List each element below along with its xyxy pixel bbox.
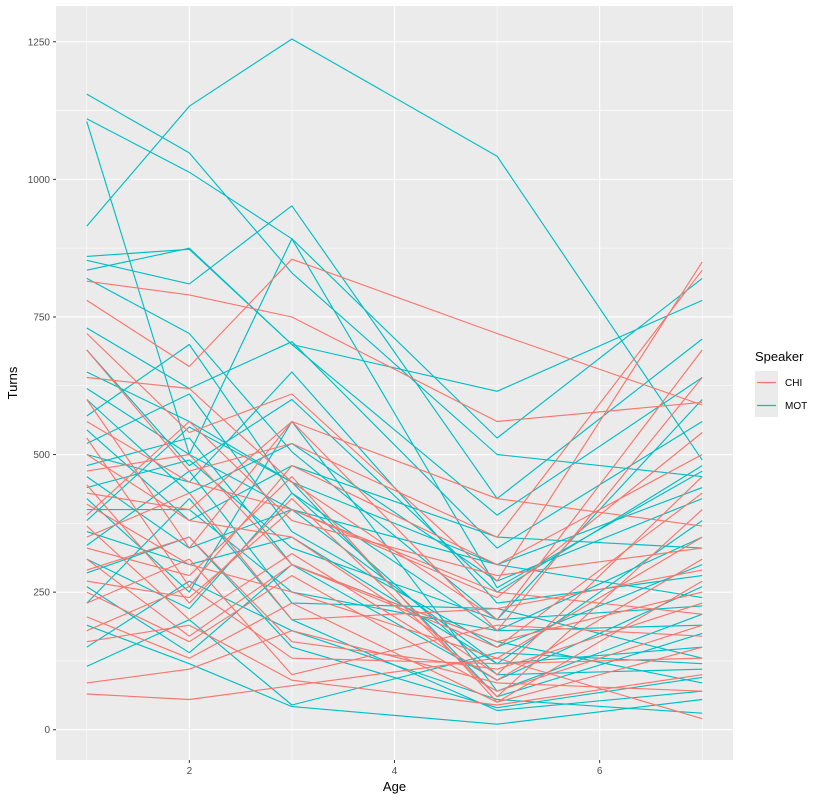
series-line-chi bbox=[86, 509, 703, 615]
series-line-mot bbox=[86, 371, 703, 604]
series-line-mot bbox=[86, 536, 703, 709]
series-line-chi bbox=[86, 602, 703, 703]
x-tick-label: 6 bbox=[597, 766, 603, 777]
series-line-chi bbox=[86, 269, 703, 538]
legend: Speaker CHI MOT bbox=[755, 349, 807, 417]
series-line-mot bbox=[86, 121, 703, 589]
series-line-chi bbox=[86, 349, 703, 621]
series-line-chi bbox=[86, 558, 703, 643]
series-line-chi bbox=[86, 437, 703, 588]
y-tick-label: 1000 bbox=[28, 175, 51, 186]
x-tick-label: 2 bbox=[187, 766, 193, 777]
y-tick-label: 500 bbox=[33, 450, 50, 461]
series-line-chi bbox=[86, 657, 703, 720]
y-tick-label: 750 bbox=[33, 312, 50, 323]
y-tick-label: 0 bbox=[44, 725, 50, 736]
y-axis-title: Turns bbox=[5, 366, 20, 399]
series-line-mot bbox=[86, 349, 703, 593]
x-axis-title: Age bbox=[383, 779, 406, 794]
legend-title: Speaker bbox=[755, 349, 804, 364]
series-line-chi bbox=[86, 420, 703, 577]
series-line-chi bbox=[86, 492, 703, 621]
series-line-chi bbox=[86, 420, 703, 527]
y-axis: 0 250 500 750 1000 1250 bbox=[28, 37, 56, 736]
x-tick-label: 4 bbox=[392, 766, 398, 777]
series-line-chi bbox=[86, 525, 703, 681]
series-line-chi bbox=[86, 261, 703, 582]
series-line-mot bbox=[86, 619, 703, 706]
series-line-chi bbox=[86, 624, 703, 706]
series-line-chi bbox=[86, 454, 703, 676]
series-line-mot bbox=[86, 393, 703, 648]
series-line-chi bbox=[86, 280, 703, 423]
series-line-chi bbox=[86, 503, 703, 659]
series-line-mot bbox=[86, 459, 703, 621]
series-line-mot bbox=[86, 247, 703, 516]
series-line-mot bbox=[86, 38, 703, 461]
series-line-chi bbox=[86, 484, 703, 698]
series-line-chi bbox=[86, 586, 703, 665]
series-line-chi bbox=[86, 536, 703, 670]
series-line-mot bbox=[86, 93, 703, 478]
series-line-chi bbox=[86, 258, 703, 406]
y-tick-label: 250 bbox=[33, 588, 50, 599]
series-line-mot bbox=[86, 205, 703, 500]
series-line-chi bbox=[86, 630, 703, 692]
series-lines bbox=[86, 38, 703, 725]
series-line-mot bbox=[86, 624, 703, 725]
legend-label-mot: MOT bbox=[785, 401, 807, 412]
y-tick-label: 1250 bbox=[28, 37, 51, 48]
major-gridlines bbox=[56, 6, 733, 760]
series-line-chi bbox=[86, 558, 703, 676]
series-line-chi bbox=[86, 575, 703, 692]
legend-label-chi: CHI bbox=[785, 378, 802, 389]
x-axis: 2 4 6 bbox=[187, 760, 603, 777]
